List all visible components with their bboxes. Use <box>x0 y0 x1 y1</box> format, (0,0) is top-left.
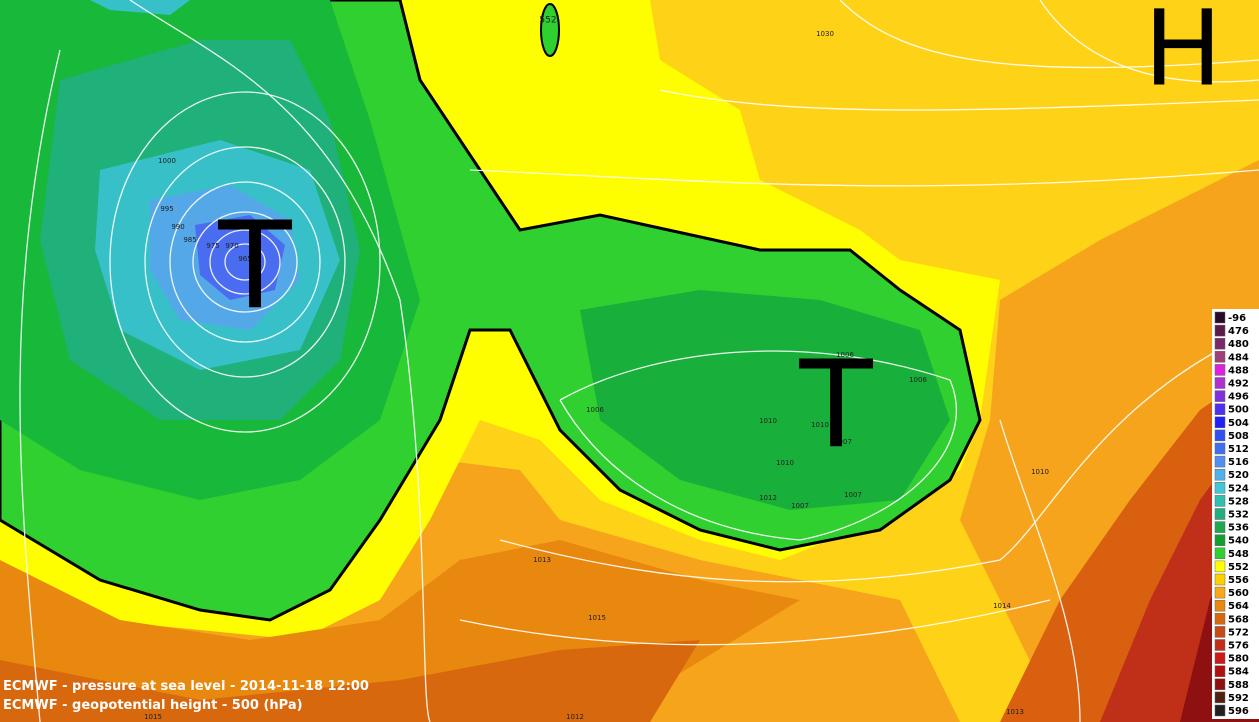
low-marker: T <box>798 337 873 476</box>
legend-swatch <box>1214 508 1226 520</box>
legend-label: 576 <box>1228 641 1249 652</box>
high-marker: H <box>1144 0 1222 109</box>
legend-label: -96 <box>1228 313 1246 324</box>
legend-label: 516 <box>1228 457 1249 468</box>
legend-swatch <box>1214 704 1226 717</box>
legend-swatch <box>1214 364 1226 376</box>
legend-label: 524 <box>1228 483 1249 494</box>
legend-swatch <box>1214 403 1226 415</box>
contour-label: 552 <box>539 16 556 26</box>
legend-label: 520 <box>1228 470 1249 481</box>
legend-label: 532 <box>1228 510 1249 521</box>
legend-label: 540 <box>1228 536 1249 547</box>
low-marker: T <box>217 198 292 337</box>
legend-label: 496 <box>1228 392 1249 403</box>
legend-label: 528 <box>1228 496 1249 507</box>
legend-label: 588 <box>1228 680 1249 691</box>
isobar-label: 1013 <box>1006 708 1024 716</box>
legend-label: 512 <box>1228 444 1249 455</box>
legend-swatch <box>1214 455 1226 468</box>
legend-label: 556 <box>1228 575 1249 586</box>
isobar-label: 1012 <box>566 713 584 721</box>
isobars <box>19 0 1259 722</box>
legend-swatch <box>1214 573 1226 586</box>
isobar-label: 1010 <box>776 459 794 467</box>
legend-label: 568 <box>1228 614 1249 625</box>
isobar-label: 1010 <box>759 417 777 425</box>
isobar-label: 990 <box>171 223 184 231</box>
legend-swatch <box>1214 586 1226 599</box>
legend-swatch <box>1214 442 1226 455</box>
legend-label: 596 <box>1228 706 1249 717</box>
isobar-label: 1007 <box>791 502 809 510</box>
legend-swatch <box>1214 560 1226 573</box>
legend-swatch <box>1214 534 1226 546</box>
legend-swatch <box>1214 390 1226 402</box>
legend-label: 572 <box>1228 627 1249 638</box>
legend-label: 536 <box>1228 523 1249 534</box>
legend-swatch <box>1214 311 1226 324</box>
legend-swatch <box>1214 599 1226 612</box>
legend-swatch <box>1214 665 1226 677</box>
legend-swatch <box>1214 324 1226 337</box>
legend-label: 592 <box>1228 693 1249 704</box>
legend-label: 552 <box>1228 562 1249 573</box>
legend-label: 484 <box>1228 352 1249 363</box>
isobar-label: 1015 <box>144 713 162 721</box>
legend-swatch <box>1214 429 1226 442</box>
isobar-label: 970 <box>225 242 238 250</box>
isobar-label: 975 <box>206 242 219 250</box>
caption: ECMWF - geopotential height - 500 (hPa) <box>3 698 303 713</box>
isobar-label: 965 <box>238 255 251 263</box>
legend-label: 480 <box>1228 339 1249 350</box>
isobar-label: 1000 <box>158 157 176 165</box>
isobar-label: 1010 <box>1031 468 1049 476</box>
legend-swatch <box>1214 613 1226 625</box>
legend-swatch <box>1214 468 1226 481</box>
legend-swatch <box>1214 626 1226 638</box>
legend-label: 548 <box>1228 549 1249 560</box>
legend-swatch <box>1214 652 1226 664</box>
legend-label: 504 <box>1228 418 1249 429</box>
isobar-label: 995 <box>160 205 173 213</box>
legend-swatch <box>1214 691 1226 704</box>
isobar-label: 1006 <box>909 376 927 384</box>
legend-swatch <box>1214 495 1226 507</box>
isobar-label: 1006 <box>586 406 604 414</box>
isobar-label: 1015 <box>588 614 606 622</box>
isobar-label: 1010 <box>811 421 829 429</box>
legend-label: 508 <box>1228 431 1249 442</box>
legend-swatch <box>1214 416 1226 429</box>
legend-label: 500 <box>1228 405 1249 416</box>
legend-label: 564 <box>1228 601 1249 612</box>
legend-swatch <box>1214 351 1226 363</box>
legend-label: 492 <box>1228 379 1249 390</box>
isobar-label: 1030 <box>816 30 834 38</box>
isobar-label: 1007 <box>834 438 852 446</box>
isobar-labels: 1000 995 990 985 975 970 965 1030 1006 1… <box>144 16 1049 722</box>
legend-swatch <box>1214 678 1226 691</box>
legend-swatch <box>1214 639 1226 651</box>
legend-swatch <box>1214 547 1226 560</box>
isobar-label: 1006 <box>836 351 854 359</box>
legend: -96 476 480 484 488 492 496 500 504 508 512 516 520 5… <box>1212 309 1259 719</box>
legend-label: 580 <box>1228 654 1249 665</box>
legend-label: 584 <box>1228 667 1249 678</box>
isobar-label: 1007 <box>844 491 862 499</box>
legend-label: 476 <box>1228 326 1249 337</box>
legend-swatch <box>1214 521 1226 533</box>
isobar-label: 985 <box>183 236 196 244</box>
caption: ECMWF - pressure at sea level - 2014-11-… <box>3 679 369 694</box>
isobar-label: 1013 <box>533 556 551 564</box>
isobar-label: 1012 <box>759 494 777 502</box>
legend-label: 560 <box>1228 588 1249 599</box>
legend-swatch <box>1214 337 1226 350</box>
legend-label: 488 <box>1228 365 1249 376</box>
isobar-label: 1014 <box>993 602 1011 610</box>
legend-swatch <box>1214 482 1226 494</box>
legend-swatch <box>1214 377 1226 389</box>
